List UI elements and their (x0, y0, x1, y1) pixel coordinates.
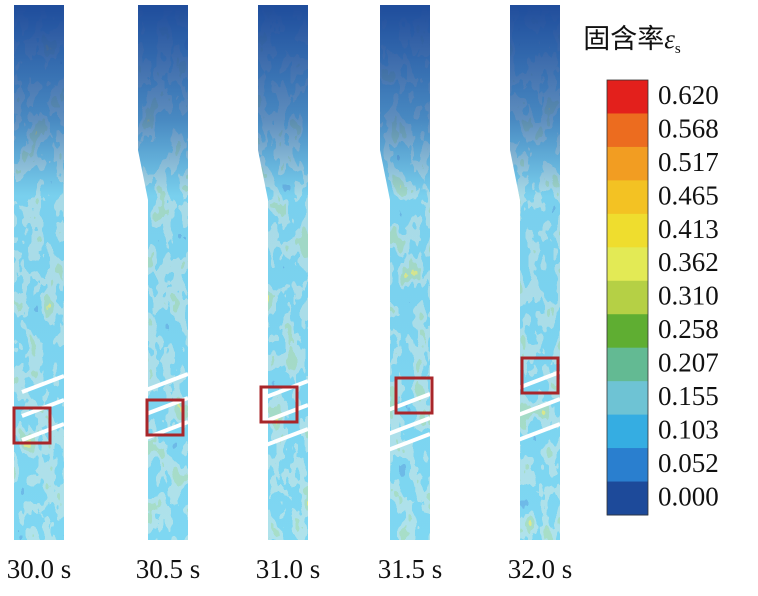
color-band (607, 481, 648, 516)
color-band (607, 347, 648, 382)
level-label: 0.207 (658, 348, 719, 378)
contour-panel (510, 5, 560, 540)
colorbar-frame (606, 79, 649, 516)
baffle (387, 432, 430, 452)
color-band (607, 381, 648, 416)
highlight-box (12, 406, 52, 445)
baffle (387, 416, 430, 436)
contour-panel (258, 5, 308, 540)
color-band (607, 448, 648, 483)
baffle (21, 422, 64, 442)
upper-region (138, 5, 188, 540)
color-band (607, 113, 648, 148)
baffle (265, 427, 308, 447)
baffle (265, 379, 308, 399)
color-band (607, 213, 648, 248)
color-band (607, 414, 648, 449)
level-label: 0.000 (658, 481, 719, 511)
level-label: 0.568 (658, 113, 719, 143)
panels: 30.0 s 30.5 s 31.0 s 31.5 s 32.0 s (7, 5, 573, 584)
upper-region (258, 5, 308, 540)
highlight-box (145, 398, 185, 437)
legend-title: 固含率εs (583, 24, 681, 57)
level-label: 0.258 (658, 314, 719, 344)
level-label: 0.362 (658, 247, 719, 277)
highlight-box (394, 376, 434, 415)
color-band (607, 146, 648, 181)
baffle (265, 403, 308, 423)
color-band (607, 247, 648, 282)
upper-region (380, 5, 430, 540)
time-label: 30.5 s (136, 554, 201, 584)
color-band (607, 314, 648, 349)
baffle (145, 372, 188, 392)
level-label: 0.103 (658, 415, 719, 445)
baffle (517, 397, 560, 417)
time-label: 31.0 s (256, 554, 321, 584)
contour-panel (14, 5, 64, 540)
highlight-box (259, 385, 299, 424)
color-band (607, 80, 648, 114)
level-label: 0.517 (658, 147, 719, 177)
level-label: 0.465 (658, 180, 719, 210)
time-label: 31.5 s (378, 554, 443, 584)
contour-panel (380, 5, 430, 540)
highlight-box (520, 356, 560, 395)
time-label: 32.0 s (508, 554, 573, 584)
level-label: 0.413 (658, 214, 719, 244)
level-label: 0.052 (658, 448, 719, 478)
baffle (21, 374, 64, 394)
level-label: 0.310 (658, 281, 719, 311)
contour-panel (138, 5, 188, 540)
time-label: 30.0 s (7, 554, 72, 584)
level-label: 0.620 (658, 80, 719, 110)
level-label: 0.155 (658, 381, 719, 411)
upper-region (14, 5, 64, 540)
baffle (517, 370, 560, 390)
baffle (517, 422, 560, 442)
color-band (607, 180, 648, 215)
upper-region (510, 5, 560, 540)
color-band (607, 280, 648, 315)
